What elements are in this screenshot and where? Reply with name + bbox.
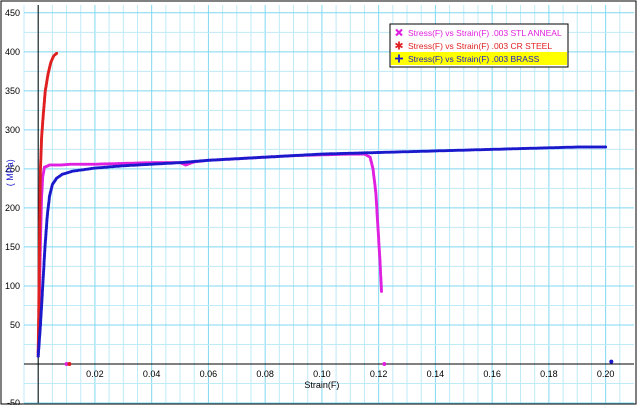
legend[interactable]: Stress(F) vs Strain(F) .003 STL ANNEAL St… (389, 23, 569, 68)
y-tick-label: 150 (5, 242, 20, 252)
y-tick-label: 300 (5, 125, 20, 135)
legend-label: Stress(F) vs Strain(F) .003 STL ANNEAL (408, 28, 562, 38)
data-point (64, 362, 69, 366)
series-layer (36, 51, 614, 366)
y-tick-label: 400 (5, 47, 20, 57)
data-point (380, 289, 383, 293)
legend-label: Stress(F) vs Strain(F) .003 BRASS (408, 54, 540, 64)
x-tick-label: 0.06 (200, 369, 218, 379)
y-tick-label: 450 (5, 8, 20, 18)
x-tick-label: 0.16 (483, 369, 501, 379)
x-tick-label: 0.02 (86, 369, 104, 379)
legend-item[interactable]: Stress(F) vs Strain(F) .003 STL ANNEAL (395, 28, 562, 38)
x-tick-label: 0.12 (370, 369, 388, 379)
x-tick-label: 0.10 (313, 369, 331, 379)
data-point (67, 362, 72, 366)
series-3 (36, 145, 614, 364)
asterisk-icon (395, 41, 403, 50)
data-point (609, 359, 614, 364)
y-tick-label: -50 (7, 398, 20, 405)
data-point (382, 362, 387, 366)
legend-label: Stress(F) vs Strain(F) .003 CR STEEL (408, 41, 552, 51)
x-tick-label: 0.20 (597, 369, 615, 379)
y-tick-label: 200 (5, 203, 20, 213)
series-2 (36, 51, 72, 366)
x-tick-label: 0.04 (143, 369, 161, 379)
x-axis-label: Strain(F) (304, 380, 339, 390)
legend-item-highlight (391, 52, 567, 65)
y-axis-label: ( MPa) (5, 159, 15, 186)
cross-icon (395, 54, 403, 63)
x-tick-label: 0.08 (256, 369, 274, 379)
data-point (55, 51, 59, 55)
y-tick-label: 250 (5, 164, 20, 174)
x-icon (395, 28, 403, 37)
data-point (604, 145, 608, 149)
x-tick-label: 0.14 (427, 369, 445, 379)
y-tick-label: 350 (5, 86, 20, 96)
legend-item[interactable]: Stress(F) vs Strain(F) .003 BRASS (391, 52, 567, 65)
y-tick-label: 100 (5, 281, 20, 291)
x-tick-label: 0.18 (540, 369, 558, 379)
legend-item[interactable]: Stress(F) vs Strain(F) .003 CR STEEL (395, 41, 553, 51)
tick-labels: 0.02 0.04 0.06 0.08 0.10 0.12 0.14 0.16 0.18 0.20… (5, 8, 615, 408)
y-tick-label: 50 (10, 320, 20, 330)
